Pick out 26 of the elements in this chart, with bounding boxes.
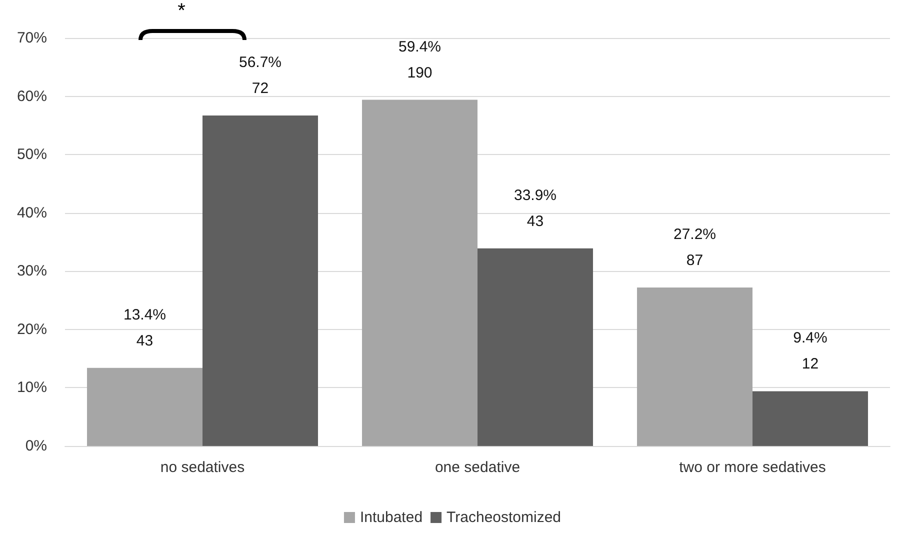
y-tick-label: 10% [16,379,47,396]
x-tick-label: two or more sedatives [679,459,826,476]
y-tick-label: 60% [16,88,47,105]
data-label: 9.4% 12 [793,330,828,373]
bar [478,248,593,446]
y-tick-label: 30% [16,262,47,280]
data-label: 27.2% 87 [673,226,716,269]
data-label: 59.4% 190 [398,38,442,82]
legend-label: Tracheostomized [446,509,562,526]
y-tick-label: 40% [16,204,47,222]
text: * [178,0,186,23]
x-tick-label: one sedative [434,459,520,476]
bar [362,100,478,446]
y-tick-label: 0% [25,438,47,454]
bar [752,391,868,446]
y-tick-label: 50% [16,146,47,164]
y-tick-label: 70% [16,30,47,46]
bar [202,116,318,446]
data-label: 13.4% 43 [123,306,166,350]
data-label: 56.7% 72 [238,54,282,98]
data-label: 33.9% 43 [514,186,557,230]
legend-label: Intubated [360,509,423,526]
bar [87,368,202,446]
x-tick-label: no sedatives [160,459,245,476]
y-tick-label: 20% [16,320,47,338]
bar [637,287,752,446]
